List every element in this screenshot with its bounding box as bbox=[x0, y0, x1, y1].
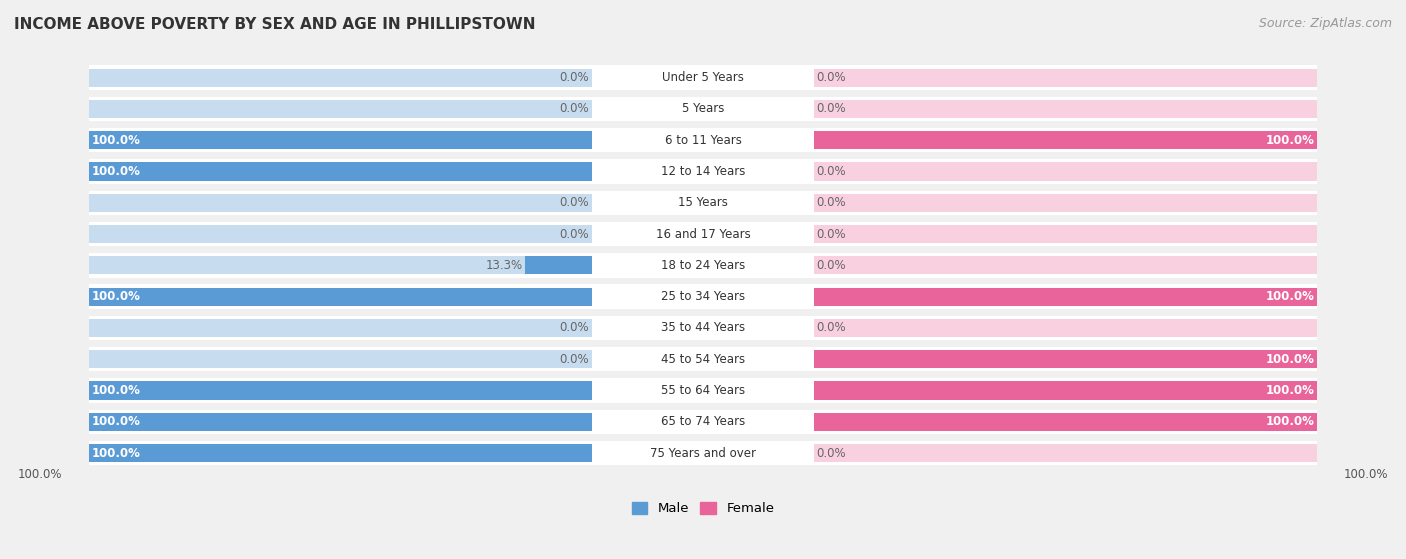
Text: 0.0%: 0.0% bbox=[817, 321, 846, 334]
Bar bbox=[89, 131, 592, 149]
Text: 0.0%: 0.0% bbox=[560, 71, 589, 84]
Bar bbox=[89, 381, 592, 400]
Text: 0.0%: 0.0% bbox=[817, 447, 846, 459]
Bar bbox=[89, 319, 592, 337]
Text: 0.0%: 0.0% bbox=[560, 321, 589, 334]
Text: 100.0%: 100.0% bbox=[18, 468, 63, 481]
Bar bbox=[89, 410, 1317, 434]
Bar bbox=[89, 131, 592, 149]
Bar bbox=[814, 131, 1317, 149]
Bar bbox=[89, 413, 592, 431]
Bar bbox=[89, 444, 592, 462]
Bar bbox=[89, 441, 1317, 465]
Bar bbox=[814, 413, 1317, 431]
Text: 100.0%: 100.0% bbox=[91, 415, 141, 428]
Text: 100.0%: 100.0% bbox=[1265, 290, 1315, 303]
Bar bbox=[814, 381, 1317, 400]
Bar bbox=[89, 191, 1317, 215]
Bar bbox=[814, 131, 1317, 149]
Text: 25 to 34 Years: 25 to 34 Years bbox=[661, 290, 745, 303]
Bar bbox=[814, 163, 1317, 181]
Bar bbox=[814, 287, 1317, 306]
Bar bbox=[814, 194, 1317, 212]
Text: 35 to 44 Years: 35 to 44 Years bbox=[661, 321, 745, 334]
Text: 0.0%: 0.0% bbox=[560, 353, 589, 366]
Text: 100.0%: 100.0% bbox=[91, 384, 141, 397]
Text: 0.0%: 0.0% bbox=[817, 102, 846, 115]
Bar bbox=[814, 225, 1317, 243]
Bar bbox=[814, 350, 1317, 368]
Bar bbox=[89, 128, 1317, 153]
Text: 18 to 24 Years: 18 to 24 Years bbox=[661, 259, 745, 272]
Text: 65 to 74 Years: 65 to 74 Years bbox=[661, 415, 745, 428]
Text: 0.0%: 0.0% bbox=[817, 165, 846, 178]
Text: 100.0%: 100.0% bbox=[91, 447, 141, 459]
Text: 13.3%: 13.3% bbox=[485, 259, 523, 272]
Bar bbox=[89, 100, 592, 118]
Bar bbox=[89, 350, 592, 368]
Text: 0.0%: 0.0% bbox=[817, 228, 846, 240]
Text: 100.0%: 100.0% bbox=[1265, 384, 1315, 397]
Text: 100.0%: 100.0% bbox=[91, 134, 141, 146]
Bar bbox=[89, 444, 592, 462]
Bar bbox=[814, 444, 1317, 462]
Bar bbox=[89, 222, 1317, 247]
Bar bbox=[89, 347, 1317, 371]
Bar bbox=[814, 350, 1317, 368]
Text: 12 to 14 Years: 12 to 14 Years bbox=[661, 165, 745, 178]
Bar bbox=[89, 253, 1317, 278]
Bar bbox=[526, 256, 592, 274]
Text: 100.0%: 100.0% bbox=[91, 165, 141, 178]
Bar bbox=[89, 65, 1317, 90]
Bar bbox=[814, 256, 1317, 274]
Text: 100.0%: 100.0% bbox=[1265, 134, 1315, 146]
Text: Under 5 Years: Under 5 Years bbox=[662, 71, 744, 84]
Legend: Male, Female: Male, Female bbox=[626, 497, 780, 520]
Text: 100.0%: 100.0% bbox=[1265, 415, 1315, 428]
Text: 0.0%: 0.0% bbox=[817, 259, 846, 272]
Bar bbox=[814, 69, 1317, 87]
Text: 5 Years: 5 Years bbox=[682, 102, 724, 115]
Bar bbox=[89, 225, 592, 243]
Text: 75 Years and over: 75 Years and over bbox=[650, 447, 756, 459]
Bar bbox=[89, 163, 592, 181]
Text: 0.0%: 0.0% bbox=[817, 196, 846, 209]
Text: Source: ZipAtlas.com: Source: ZipAtlas.com bbox=[1258, 17, 1392, 30]
Bar bbox=[89, 316, 1317, 340]
Bar bbox=[89, 256, 592, 274]
Bar bbox=[814, 287, 1317, 306]
Bar bbox=[814, 319, 1317, 337]
Bar bbox=[89, 287, 592, 306]
Bar bbox=[814, 100, 1317, 118]
Bar bbox=[814, 381, 1317, 400]
Text: 0.0%: 0.0% bbox=[560, 228, 589, 240]
Text: 16 and 17 Years: 16 and 17 Years bbox=[655, 228, 751, 240]
Text: INCOME ABOVE POVERTY BY SEX AND AGE IN PHILLIPSTOWN: INCOME ABOVE POVERTY BY SEX AND AGE IN P… bbox=[14, 17, 536, 32]
Bar bbox=[89, 378, 1317, 402]
Text: 100.0%: 100.0% bbox=[91, 290, 141, 303]
Text: 100.0%: 100.0% bbox=[1343, 468, 1388, 481]
Bar bbox=[89, 194, 592, 212]
Bar bbox=[89, 287, 592, 306]
Bar bbox=[814, 413, 1317, 431]
Text: 0.0%: 0.0% bbox=[560, 196, 589, 209]
Text: 45 to 54 Years: 45 to 54 Years bbox=[661, 353, 745, 366]
Bar bbox=[89, 69, 592, 87]
Text: 100.0%: 100.0% bbox=[1265, 353, 1315, 366]
Text: 15 Years: 15 Years bbox=[678, 196, 728, 209]
Text: 6 to 11 Years: 6 to 11 Years bbox=[665, 134, 741, 146]
Bar bbox=[89, 413, 592, 431]
Bar bbox=[89, 381, 592, 400]
Text: 0.0%: 0.0% bbox=[817, 71, 846, 84]
Bar bbox=[89, 97, 1317, 121]
Text: 0.0%: 0.0% bbox=[560, 102, 589, 115]
Bar bbox=[89, 285, 1317, 309]
Bar bbox=[89, 163, 592, 181]
Bar bbox=[89, 159, 1317, 184]
Text: 55 to 64 Years: 55 to 64 Years bbox=[661, 384, 745, 397]
